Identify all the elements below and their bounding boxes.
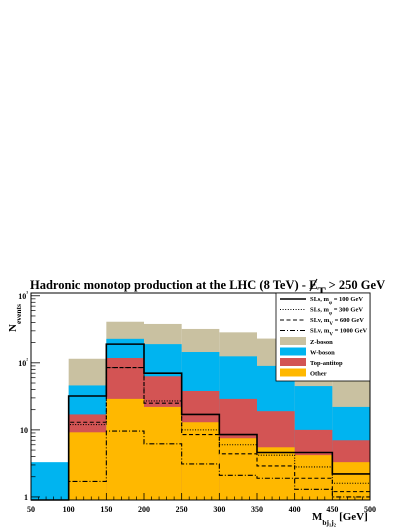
legend-label-top-antitop: Top-antitop [310, 360, 343, 367]
bar-w-boson-bin-0 [31, 462, 69, 500]
bar-other-bin-1 [68, 432, 107, 500]
legend-swatch-z-boson [280, 337, 306, 345]
signal-curves [31, 343, 370, 501]
x-axis-title: Mbj₁j₂ [GeV] [312, 511, 368, 527]
bar-other-bin-7 [294, 455, 333, 500]
bar-other-bin-5 [219, 438, 257, 500]
legend-signal-label-3: SI.v, mV = 600 GeV [310, 317, 364, 327]
legend-signal-label-4: SI.v, mV = 1000 GeV [310, 328, 367, 338]
bar-other-bin-2 [106, 398, 144, 500]
met-slash-mark [309, 278, 318, 292]
plot-frame [30, 292, 371, 501]
y-tick-label: 1 [24, 493, 28, 502]
x-tick-label: 350 [251, 505, 263, 514]
axis-ticks: 50 100 150 200 250 300 350 400 450 500 1 10 10² 10³ [18, 291, 376, 514]
legend-swatch-other [280, 368, 306, 377]
bar-other-bin-3 [144, 406, 182, 500]
x-tick-label: 50 [27, 505, 35, 514]
legend-signal-label-2: SI.s, mφ = 300 GeV [310, 307, 363, 317]
x-tick-label: 450 [326, 505, 338, 514]
signal-line-1 [31, 343, 370, 501]
legend-label-other: Other [310, 371, 327, 378]
legend-label-z-boson: Z-boson [310, 339, 333, 346]
legend-signal-label-1: SI.s, mφ = 100 GeV [310, 296, 363, 306]
bar-other-bin-6 [257, 447, 295, 500]
y-tick-label: 10 [20, 426, 28, 435]
legend-swatch-top-antitop [280, 358, 306, 366]
legend-swatch-w-boson [280, 347, 306, 356]
background-stack [31, 321, 370, 500]
x-tick-label: 250 [176, 505, 188, 514]
x-tick-label: 300 [213, 505, 225, 514]
x-tick-label: 100 [63, 505, 75, 514]
signal-line-4 [31, 430, 370, 501]
x-tick-label: 400 [289, 505, 301, 514]
chart-title: Hadronic monotop production at the LHC (… [30, 278, 385, 299]
y-axis-title: Nevents [7, 304, 23, 332]
x-tick-label: 150 [100, 505, 112, 514]
signal-line-3 [31, 367, 370, 501]
y-tick-label: 10² [18, 358, 28, 368]
y-tick-label: 10³ [18, 291, 28, 301]
x-tick-label: 500 [364, 505, 376, 514]
legend-box [275, 292, 371, 382]
x-tick-label: 200 [138, 505, 150, 514]
bar-other-bin-8 [332, 462, 370, 500]
bar-other-bin-4 [181, 422, 220, 500]
legend-label-w-boson: W-boson [310, 350, 335, 357]
signal-line-2 [31, 367, 370, 501]
